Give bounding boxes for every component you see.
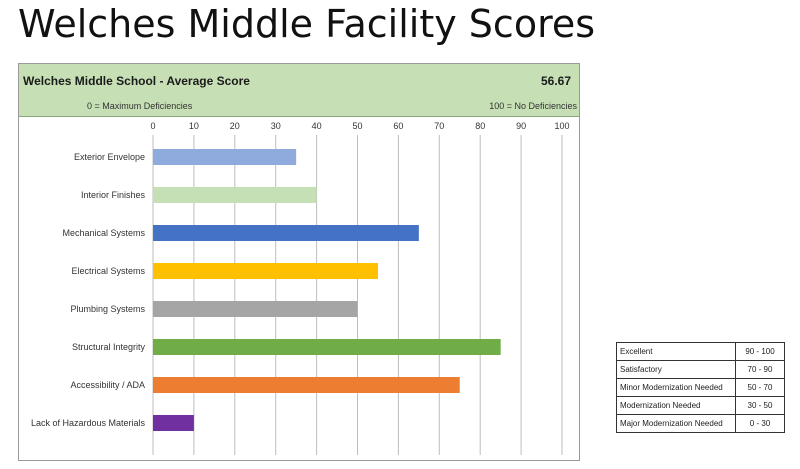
category-label: Interior Finishes <box>81 190 146 200</box>
category-label: Electrical Systems <box>71 266 145 276</box>
max-scale-note: 100 = No Deficiencies <box>489 101 577 111</box>
legend-row: Satisfactory 70 - 90 <box>616 360 785 379</box>
legend-category: Minor Modernization Needed <box>616 378 736 397</box>
category-label: Exterior Envelope <box>74 152 145 162</box>
legend-row: Major Modernization Needed 0 - 30 <box>616 414 785 433</box>
legend-range: 70 - 90 <box>735 360 785 379</box>
x-tick-label: 70 <box>434 121 444 131</box>
bar <box>153 263 378 279</box>
x-tick-label: 20 <box>230 121 240 131</box>
category-label: Structural Integrity <box>72 342 146 352</box>
x-tick-label: 10 <box>189 121 199 131</box>
bar <box>153 187 317 203</box>
x-tick-label: 90 <box>516 121 526 131</box>
chart-title: Welches Middle School - Average Score <box>23 74 250 88</box>
bar <box>153 301 358 317</box>
legend-row: Modernization Needed 30 - 50 <box>616 396 785 415</box>
bar <box>153 225 419 241</box>
category-label: Mechanical Systems <box>62 228 145 238</box>
category-label: Accessibility / ADA <box>70 380 145 390</box>
x-tick-label: 100 <box>554 121 569 131</box>
legend-category: Satisfactory <box>616 360 736 379</box>
bar-chart: 0 10 20 30 40 50 60 70 80 90 100 Exterior Envelope I… <box>31 121 570 455</box>
category-label: Plumbing Systems <box>70 304 145 314</box>
x-tick-label: 40 <box>312 121 322 131</box>
chart-header: Welches Middle School - Average Score 56… <box>19 64 579 117</box>
legend-range: 30 - 50 <box>735 396 785 415</box>
category-label: Lack of Hazardous Materials <box>31 418 146 428</box>
legend-category: Excellent <box>616 342 736 361</box>
bar <box>153 377 460 393</box>
min-scale-note: 0 = Maximum Deficiencies <box>87 101 193 111</box>
x-tick-label: 50 <box>352 121 362 131</box>
legend-row: Minor Modernization Needed 50 - 70 <box>616 378 785 397</box>
average-score: 56.67 <box>540 74 571 88</box>
bar <box>153 415 194 431</box>
x-tick-label: 80 <box>475 121 485 131</box>
bar <box>153 149 297 165</box>
legend-range: 50 - 70 <box>735 378 785 397</box>
legend-category: Modernization Needed <box>616 396 736 415</box>
x-tick-label: 30 <box>271 121 281 131</box>
bar <box>153 339 501 355</box>
legend-range: 0 - 30 <box>735 414 785 433</box>
legend-range: 90 - 100 <box>735 342 785 361</box>
chart-panel: Welches Middle School - Average Score 56… <box>18 63 580 461</box>
page-title: Welches Middle Facility Scores <box>18 2 596 46</box>
score-legend-table: Excellent 90 - 100 Satisfactory 70 - 90 … <box>616 342 785 433</box>
x-tick-label: 0 <box>150 121 155 131</box>
legend-category: Major Modernization Needed <box>616 414 736 433</box>
x-tick-label: 60 <box>393 121 403 131</box>
legend-row: Excellent 90 - 100 <box>616 342 785 361</box>
